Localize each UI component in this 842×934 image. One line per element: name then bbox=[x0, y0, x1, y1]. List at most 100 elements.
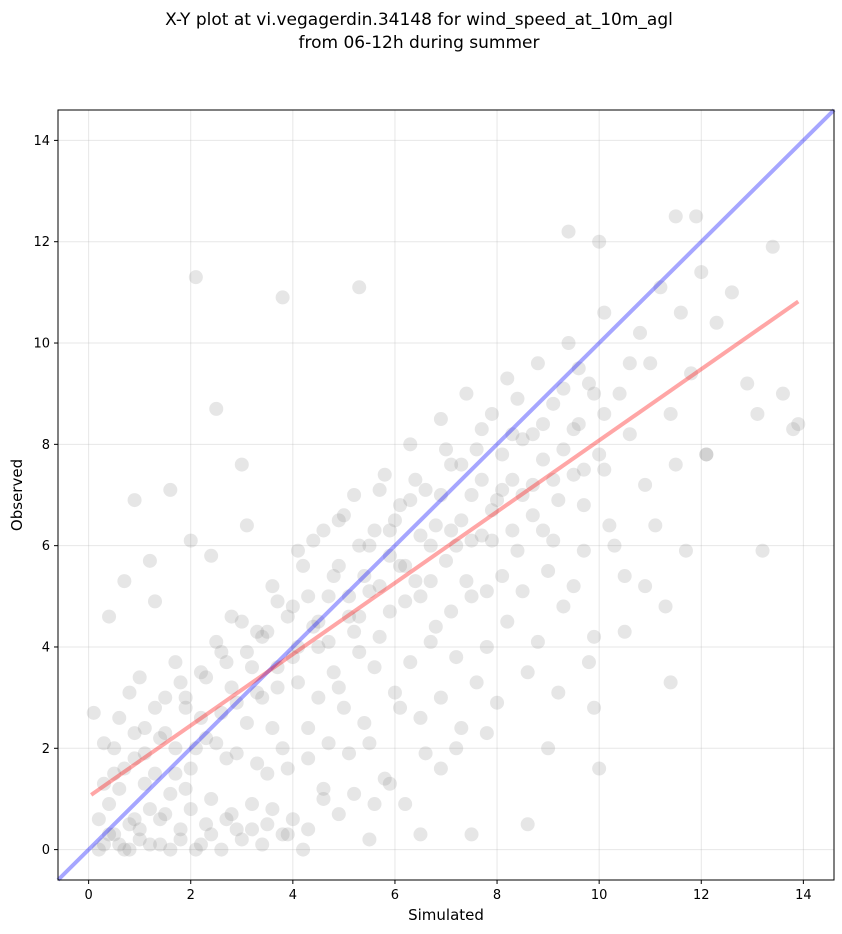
data-point bbox=[362, 538, 377, 553]
data-point bbox=[250, 685, 265, 700]
data-point bbox=[102, 827, 117, 842]
data-point bbox=[484, 533, 499, 548]
data-point bbox=[444, 523, 459, 538]
data-point bbox=[209, 736, 224, 751]
data-point bbox=[336, 700, 351, 715]
data-point bbox=[449, 741, 464, 756]
data-point bbox=[234, 832, 249, 847]
data-point bbox=[301, 822, 316, 837]
data-point bbox=[699, 447, 714, 462]
data-point bbox=[418, 746, 433, 761]
data-point bbox=[464, 589, 479, 604]
data-point bbox=[122, 685, 137, 700]
data-point bbox=[571, 361, 586, 376]
data-point bbox=[510, 543, 525, 558]
data-point bbox=[597, 305, 612, 320]
data-point bbox=[209, 634, 224, 649]
data-point bbox=[571, 417, 586, 432]
data-point bbox=[296, 842, 311, 857]
data-point bbox=[382, 604, 397, 619]
data-point bbox=[638, 579, 653, 594]
data-point bbox=[678, 543, 693, 558]
data-point bbox=[117, 842, 132, 857]
data-point bbox=[255, 690, 270, 705]
data-point bbox=[444, 604, 459, 619]
data-point bbox=[464, 533, 479, 548]
data-point bbox=[148, 594, 162, 609]
data-point bbox=[357, 715, 372, 730]
data-point bbox=[428, 518, 443, 533]
y-tick-label: 10 bbox=[33, 337, 50, 352]
data-point bbox=[495, 447, 510, 462]
data-point bbox=[474, 472, 489, 487]
data-point bbox=[653, 280, 668, 295]
data-point bbox=[382, 523, 397, 538]
data-point bbox=[576, 543, 591, 558]
data-point bbox=[408, 472, 423, 487]
data-point bbox=[352, 609, 367, 624]
data-point bbox=[352, 645, 367, 660]
data-point bbox=[561, 224, 576, 239]
data-point bbox=[581, 655, 596, 670]
data-point bbox=[347, 624, 362, 639]
data-point bbox=[306, 619, 321, 634]
data-point bbox=[112, 837, 127, 852]
data-point bbox=[520, 817, 535, 832]
data-point bbox=[495, 482, 510, 497]
data-point bbox=[178, 781, 193, 796]
data-point bbox=[290, 543, 305, 558]
data-point bbox=[740, 376, 755, 391]
data-point bbox=[433, 412, 448, 427]
data-point bbox=[168, 655, 183, 670]
data-point bbox=[587, 629, 602, 644]
data-point bbox=[91, 812, 106, 827]
data-point bbox=[474, 422, 489, 437]
data-point bbox=[367, 797, 382, 812]
data-point bbox=[137, 721, 152, 736]
x-tick-label: 12 bbox=[693, 888, 710, 903]
data-point bbox=[556, 381, 571, 396]
data-point bbox=[428, 619, 443, 634]
data-point bbox=[188, 842, 203, 857]
data-point bbox=[107, 741, 122, 756]
data-point bbox=[382, 548, 397, 563]
data-point bbox=[387, 685, 402, 700]
data-point bbox=[86, 705, 101, 720]
data-point bbox=[362, 736, 377, 751]
data-point bbox=[219, 812, 234, 827]
data-point bbox=[433, 488, 448, 502]
data-point bbox=[107, 766, 122, 781]
data-point bbox=[127, 493, 142, 508]
data-point bbox=[648, 518, 663, 533]
data-point bbox=[387, 513, 402, 528]
data-point bbox=[158, 726, 173, 741]
data-point bbox=[587, 386, 602, 401]
data-point bbox=[408, 574, 423, 589]
data-point bbox=[316, 791, 331, 806]
data-point bbox=[112, 710, 127, 725]
data-point bbox=[102, 797, 117, 812]
data-point bbox=[541, 563, 556, 578]
data-point bbox=[311, 690, 326, 705]
data-point bbox=[239, 715, 254, 730]
data-point bbox=[163, 786, 178, 801]
data-point bbox=[694, 265, 709, 280]
data-point bbox=[183, 802, 198, 817]
data-point bbox=[173, 675, 188, 690]
data-point bbox=[352, 280, 367, 295]
data-point bbox=[490, 695, 505, 710]
plot-frame bbox=[57, 109, 835, 881]
data-point bbox=[423, 574, 438, 589]
data-point bbox=[536, 452, 550, 467]
data-point bbox=[127, 812, 142, 827]
data-point bbox=[142, 837, 157, 852]
data-point bbox=[413, 528, 428, 543]
data-point bbox=[510, 391, 525, 406]
data-point bbox=[479, 639, 494, 654]
identity-line bbox=[56, 108, 836, 882]
data-point bbox=[597, 462, 612, 477]
data-point bbox=[127, 751, 142, 766]
data-point bbox=[168, 741, 183, 756]
data-point bbox=[551, 685, 566, 700]
data-point bbox=[454, 721, 469, 736]
